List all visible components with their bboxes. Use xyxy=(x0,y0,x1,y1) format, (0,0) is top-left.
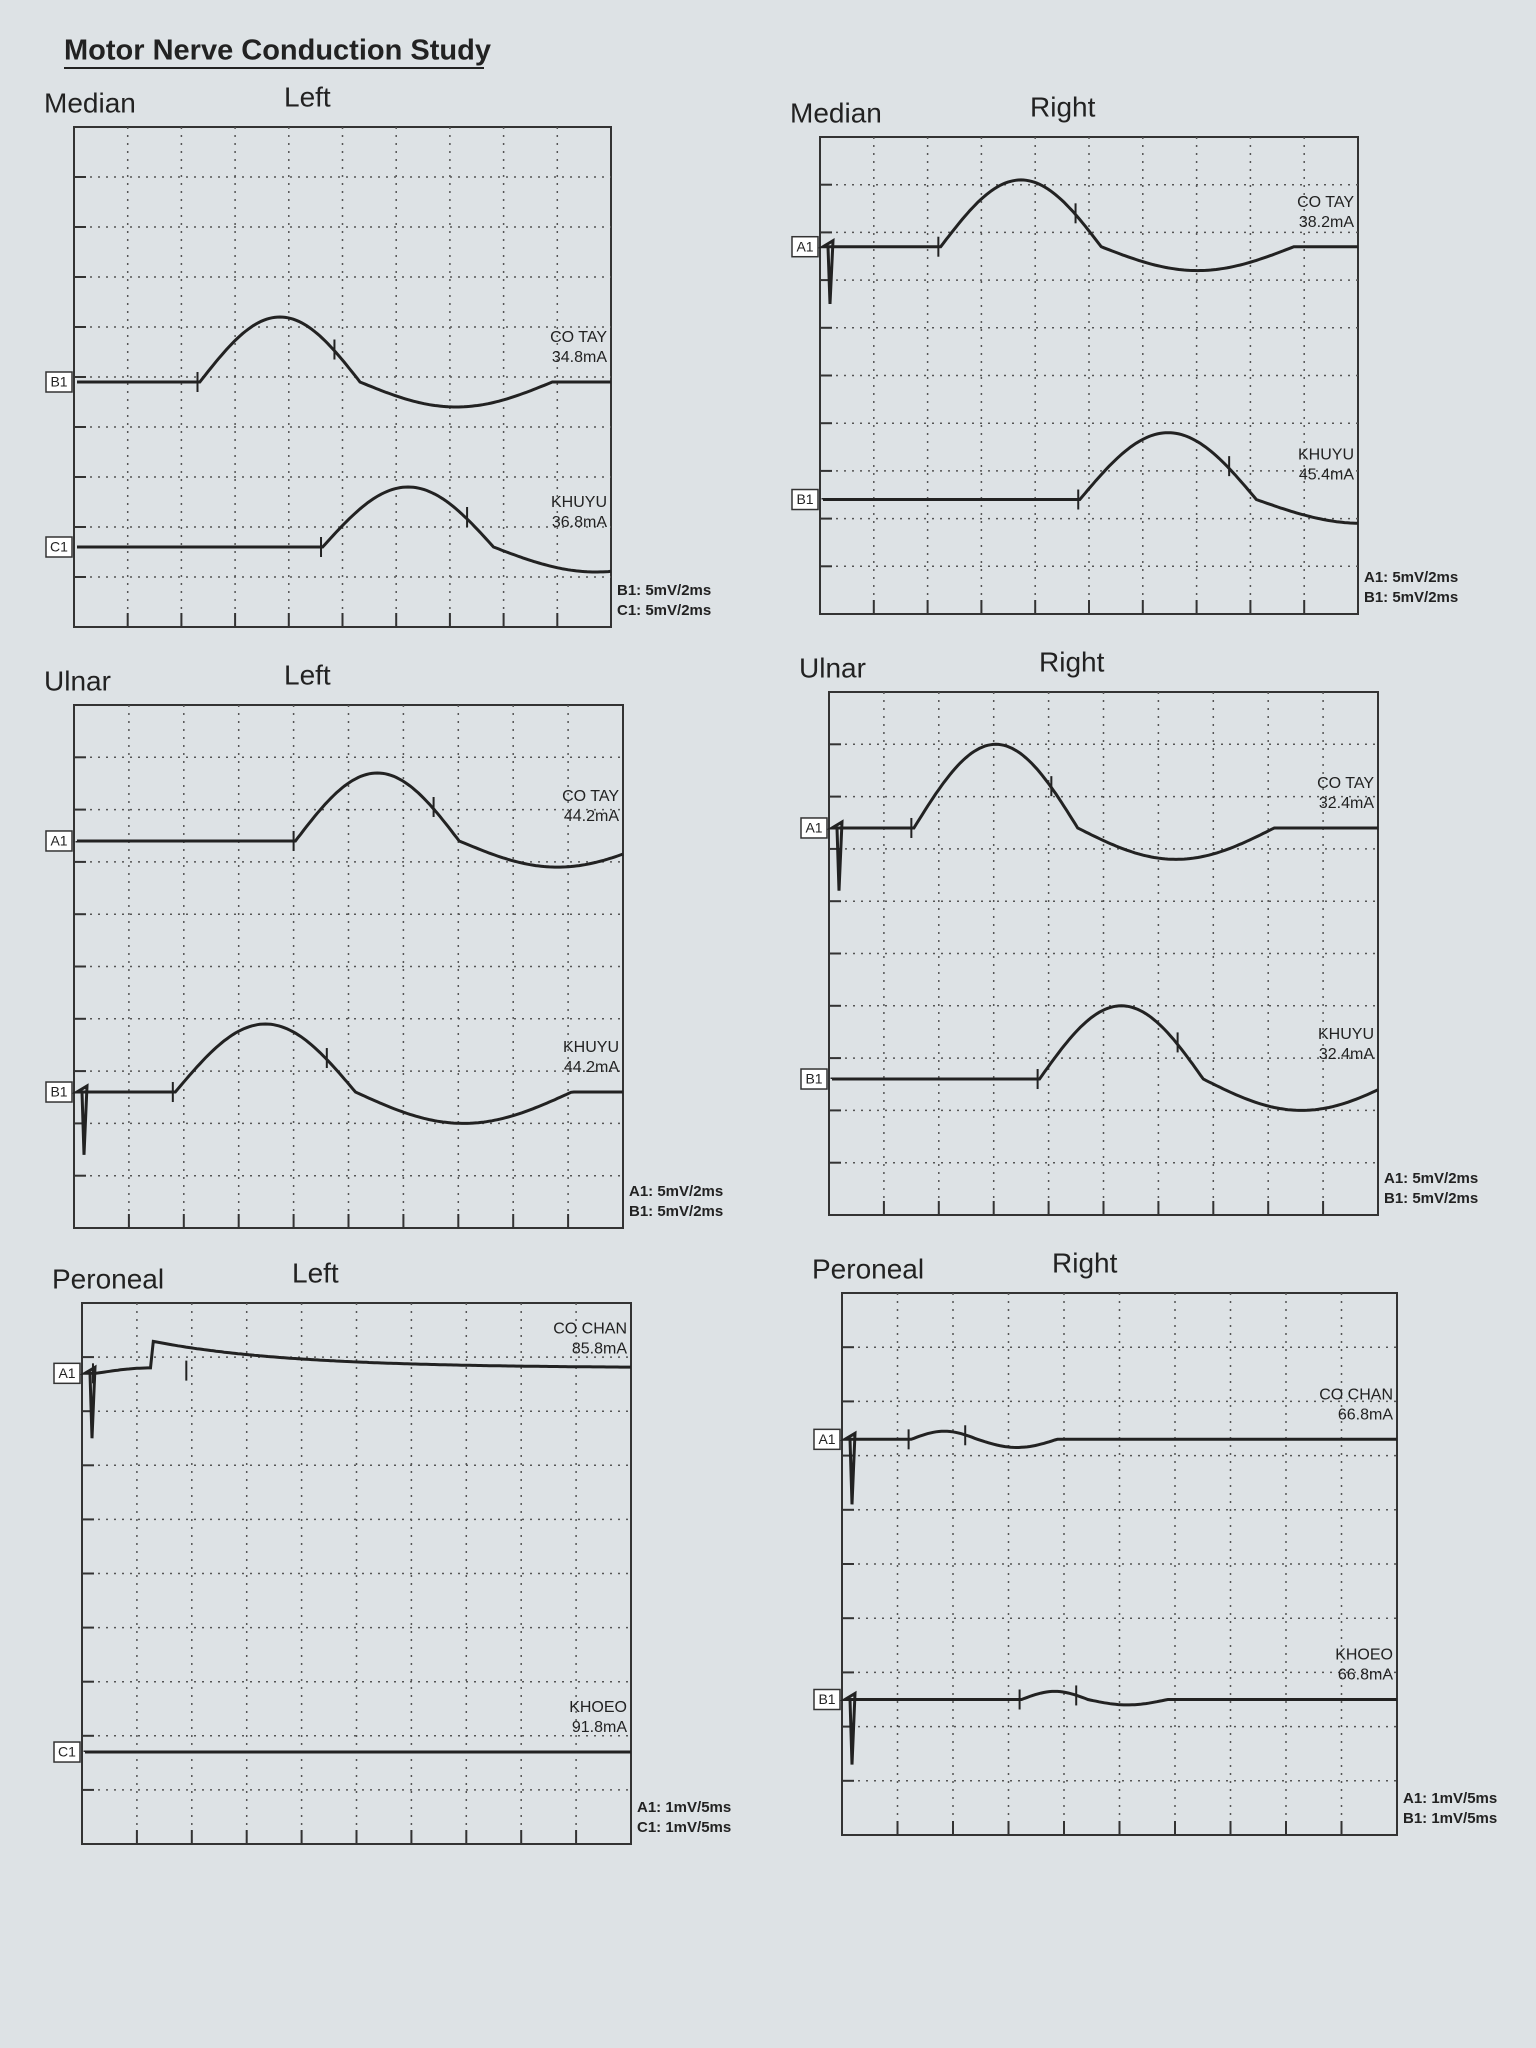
side-label: Right xyxy=(1052,1247,1118,1278)
stimulus-current: 45.4mA xyxy=(1299,467,1354,484)
waveform xyxy=(77,315,611,409)
channel-box xyxy=(53,1741,81,1763)
stimulation-site: CO TAY xyxy=(1297,194,1354,211)
stimulation-site: KHUYU xyxy=(1318,1026,1374,1043)
nerve-name: Peroneal xyxy=(52,1263,164,1294)
scale-label: B1: 5mV/2ms xyxy=(629,1203,723,1220)
stimulus-current: 44.2mA xyxy=(564,808,619,825)
stimulus-current: 66.8mA xyxy=(1338,1407,1393,1424)
waveform xyxy=(821,431,1359,525)
scale-label: A1: 1mV/5ms xyxy=(637,1799,731,1816)
channel-box xyxy=(45,1081,73,1103)
waveform xyxy=(79,1339,631,1439)
side-label: Left xyxy=(292,1257,339,1288)
nerve-name: Median xyxy=(790,97,882,128)
channel-box xyxy=(800,1068,828,1090)
stimulus-current: 32.4mA xyxy=(1319,795,1374,812)
nerve-name: Peroneal xyxy=(812,1253,924,1284)
waveform xyxy=(77,485,612,574)
channel-label: A1 xyxy=(805,820,822,836)
scale-label: A1: 1mV/5ms xyxy=(1403,1790,1497,1807)
scale-label: B1: 5mV/2ms xyxy=(1364,589,1458,606)
nerve-name: Ulnar xyxy=(799,652,866,683)
stimulus-current: 32.4mA xyxy=(1319,1046,1374,1063)
stimulation-site: KHOEO xyxy=(1335,1647,1393,1664)
channel-box xyxy=(813,1688,841,1711)
stimulation-site: CO TAY xyxy=(1317,775,1374,792)
side-label: Right xyxy=(1039,646,1105,677)
channel-label: A1 xyxy=(818,1431,835,1447)
scale-label: C1: 1mV/5ms xyxy=(637,1819,731,1836)
channel-label: B1 xyxy=(50,374,67,390)
channel-label: C1 xyxy=(50,539,68,555)
channel-label: B1 xyxy=(50,1084,67,1100)
channel-box xyxy=(813,1428,841,1451)
channel-box xyxy=(45,536,73,558)
channel-box xyxy=(45,371,73,393)
stimulation-site: CO CHAN xyxy=(1319,1387,1393,1404)
waveform xyxy=(71,1022,623,1155)
channel-label: B1 xyxy=(818,1691,835,1707)
stimulation-site: KHUYU xyxy=(551,494,607,511)
nerve-name: Median xyxy=(44,87,136,118)
side-label: Left xyxy=(284,659,331,690)
waveform xyxy=(826,742,1378,891)
stimulation-site: CO TAY xyxy=(550,329,607,346)
scale-label: A1: 5mV/2ms xyxy=(629,1183,723,1200)
stimulation-site: CO TAY xyxy=(562,788,619,805)
scale-label: B1: 1mV/5ms xyxy=(1403,1810,1497,1827)
waveform xyxy=(839,1429,1397,1505)
stimulation-site: KHUYU xyxy=(563,1039,619,1056)
channel-label: A1 xyxy=(796,238,813,254)
stimulation-site: CO CHAN xyxy=(553,1321,627,1338)
stimulation-site: KHUYU xyxy=(1298,447,1354,464)
stimulus-current: 36.8mA xyxy=(552,514,607,531)
side-label: Right xyxy=(1030,91,1096,122)
scale-label: A1: 5mV/2ms xyxy=(1384,1170,1478,1187)
channel-box xyxy=(53,1362,81,1385)
nerve-name: Ulnar xyxy=(44,665,111,696)
stimulus-current: 34.8mA xyxy=(552,349,607,366)
channel-label: B1 xyxy=(796,491,813,507)
stimulus-current: 85.8mA xyxy=(572,1341,627,1358)
scale-label: C1: 5mV/2ms xyxy=(617,602,711,619)
waveform xyxy=(75,771,624,869)
stimulation-site: KHOEO xyxy=(569,1699,627,1716)
stimulus-current: 38.2mA xyxy=(1299,214,1354,231)
stimulus-current: 91.8mA xyxy=(572,1719,627,1736)
waveform xyxy=(830,1004,1379,1112)
channel-box xyxy=(791,488,819,511)
scale-label: A1: 5mV/2ms xyxy=(1364,569,1458,586)
stimulus-current: 66.8mA xyxy=(1338,1667,1393,1684)
waveform xyxy=(839,1689,1397,1765)
channel-label: C1 xyxy=(58,1744,76,1760)
side-label: Left xyxy=(284,81,331,112)
channel-box xyxy=(800,817,828,839)
channel-label: A1 xyxy=(50,833,67,849)
channel-label: B1 xyxy=(805,1071,822,1087)
channel-label: A1 xyxy=(58,1365,75,1381)
channel-box xyxy=(791,235,819,258)
waveform xyxy=(817,178,1358,305)
document-title: Motor Nerve Conduction Study xyxy=(64,35,491,67)
stimulus-current: 44.2mA xyxy=(564,1059,619,1076)
channel-box xyxy=(45,830,73,852)
scale-label: B1: 5mV/2ms xyxy=(617,582,711,599)
scale-label: B1: 5mV/2ms xyxy=(1384,1190,1478,1207)
